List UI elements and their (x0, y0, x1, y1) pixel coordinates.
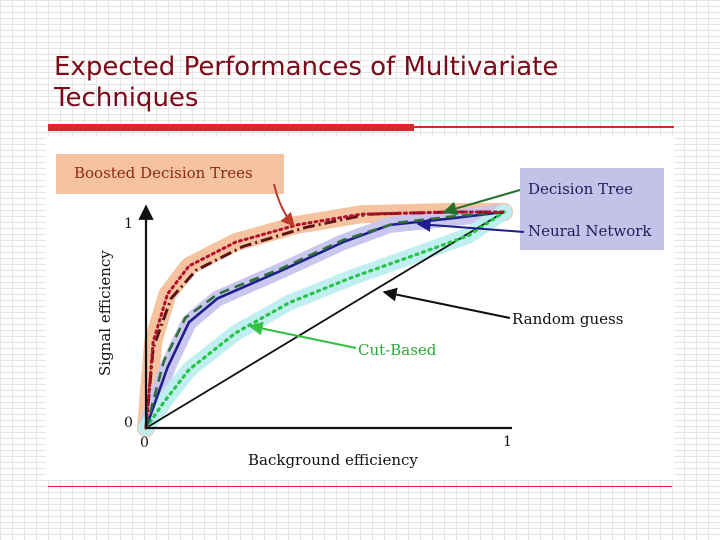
bdt-label: Boosted Decision Trees (74, 164, 253, 182)
y-tick-0: 0 (124, 415, 133, 431)
random-guess-line (145, 211, 505, 429)
dt-nn-label-box (520, 168, 664, 250)
bdt-label-box (56, 154, 284, 194)
bdt-line (144, 210, 506, 430)
cut-based-line (144, 210, 506, 430)
dt-label: Decision Tree (528, 180, 633, 198)
dt-pointer (442, 189, 521, 216)
neural-network-dashed-line (144, 210, 505, 429)
y-axis-label: Signal efficiency (96, 250, 114, 376)
x-tick-0: 0 (140, 435, 149, 451)
cut-based-label: Cut-Based (358, 341, 437, 359)
y-tick-1: 1 (124, 216, 133, 232)
title-underline-thin (414, 126, 674, 128)
cut-based-pointer (248, 321, 357, 349)
x-tick-1: 1 (503, 434, 512, 450)
random-guess-label: Random guess (512, 310, 623, 328)
x-axis-label: Background efficiency (248, 451, 418, 469)
bdt-pointer (273, 183, 295, 228)
footer-rule (48, 486, 672, 487)
slide-title: Expected Performances of Multivariate Te… (54, 52, 559, 113)
title-underline-thick (48, 124, 414, 131)
random-guess-pointer (382, 287, 511, 319)
nn-pointer (416, 217, 525, 233)
nn-label: Neural Network (528, 222, 652, 240)
